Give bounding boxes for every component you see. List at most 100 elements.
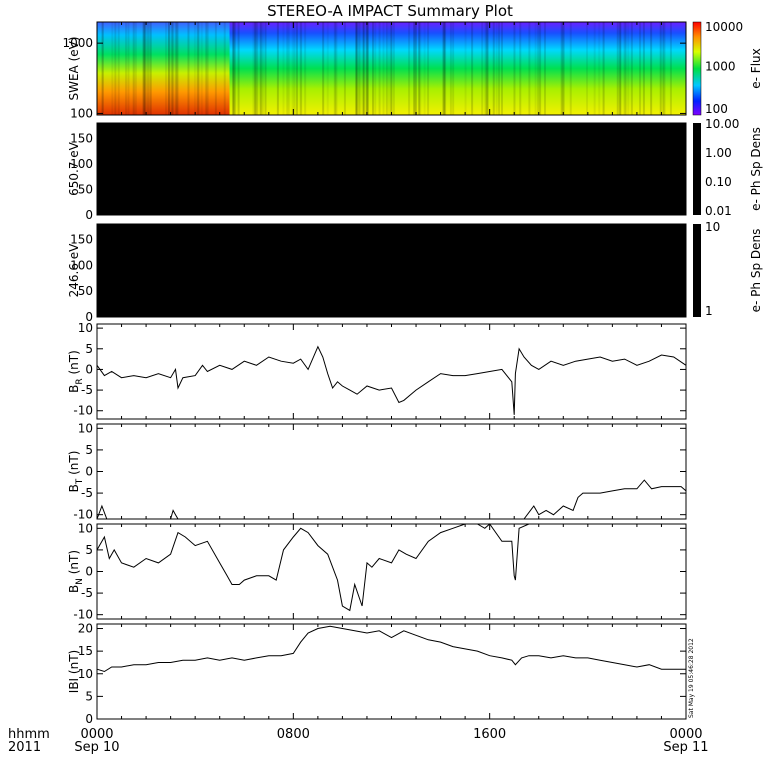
spectrogram-striation xyxy=(650,22,653,115)
spectrogram-striation xyxy=(362,22,365,115)
panel-frame-br xyxy=(96,323,687,420)
spectrogram-striation xyxy=(304,22,307,115)
spectrogram-striation xyxy=(200,22,203,115)
spectrogram-striation xyxy=(165,22,168,115)
y-tick-label-bn: -5 xyxy=(81,586,93,600)
y-tick-label-bn: -10 xyxy=(73,608,93,622)
spectrogram-striation xyxy=(175,22,178,115)
y-axis-label-br: BR (nT) xyxy=(67,350,85,393)
y-tick-label-pad650: 50 xyxy=(78,182,93,196)
colorbar-label-pad650: e- Ph Sp Dens xyxy=(749,127,763,211)
spectrogram-striation xyxy=(374,22,377,115)
spectrogram-hot-band xyxy=(97,22,230,115)
spectrogram-striation xyxy=(205,22,208,115)
panel-frame-bmag xyxy=(96,623,687,720)
spectrogram-striation xyxy=(187,22,190,115)
y-tick-label-bmag: 15 xyxy=(78,644,93,658)
spectrogram-striation xyxy=(593,22,596,115)
spectrogram-striation xyxy=(562,22,565,115)
colorbar-label-swea: e- Flux xyxy=(749,48,763,88)
spectrogram-striation xyxy=(464,22,467,115)
y-tick-label-pad246: 50 xyxy=(78,284,93,298)
panel-frame-bt xyxy=(96,423,687,520)
spectrogram-striation xyxy=(598,22,601,115)
y-tick-label-pad650: 150 xyxy=(70,131,93,145)
spectrogram-striation xyxy=(484,22,487,115)
spectrogram-striation xyxy=(602,22,605,115)
spectrogram-striation xyxy=(500,22,503,115)
colorbar-tick-label-pad650: 0.10 xyxy=(705,175,732,189)
spectrogram-striation xyxy=(356,22,359,115)
spectrogram-striation xyxy=(134,22,137,115)
colorbar-tick-label-swea: 1000 xyxy=(705,60,736,74)
spectrogram-striation xyxy=(355,22,358,115)
spectrogram-striation xyxy=(234,22,237,115)
spectrogram-striation xyxy=(492,22,495,115)
colorbar-tick-label-pad246: 10 xyxy=(705,220,720,234)
spectrogram-striation xyxy=(486,22,489,115)
spectrogram-striation xyxy=(630,22,633,115)
y-tick-label-bmag: 0 xyxy=(85,712,93,726)
spectrogram-striation xyxy=(256,22,259,115)
spectrogram-striation xyxy=(443,22,446,115)
y-axis-label-bt: BT (nT) xyxy=(67,451,85,493)
y-tick-label-bmag: 10 xyxy=(78,667,93,681)
spectrogram-striation xyxy=(147,22,150,115)
spectrogram-striation xyxy=(562,22,565,115)
spectrogram-striation xyxy=(528,22,531,115)
spectrogram-striation xyxy=(659,22,662,115)
spectrogram-striation xyxy=(539,22,542,115)
y-tick-label-bt: 0 xyxy=(85,465,93,479)
y-tick-label-pad650: 100 xyxy=(70,157,93,171)
spectrogram-striation xyxy=(586,22,589,115)
spectrogram-striation xyxy=(382,22,385,115)
y-tick-label-br: 10 xyxy=(78,321,93,335)
x-tick-date: Sep 11 xyxy=(663,740,708,755)
spectrogram-striation xyxy=(170,22,173,115)
spectrogram-striation xyxy=(471,22,474,115)
spectrogram-striation xyxy=(569,22,572,115)
y-tick-label-br: -5 xyxy=(81,383,93,397)
spectrogram-striation xyxy=(372,22,375,115)
spectrogram-striation xyxy=(286,22,289,115)
colorbar-tick-label-pad650: 0.01 xyxy=(705,204,732,218)
spectrogram-striation xyxy=(145,22,148,115)
spectrogram-striation xyxy=(142,22,145,115)
colorbar-pad650 xyxy=(693,123,701,215)
y-tick-label-bmag: 20 xyxy=(78,622,93,636)
colorbar-swea xyxy=(692,21,702,116)
spectrogram-striation xyxy=(390,22,393,115)
spectrogram-striation xyxy=(659,22,662,115)
spectrogram-striation xyxy=(149,22,152,115)
spectrogram-striation xyxy=(168,22,171,115)
spectrogram-striation xyxy=(237,22,240,115)
spectrogram-striation xyxy=(662,22,665,115)
y-tick-label-bt: -5 xyxy=(81,486,93,500)
spectrogram-striation xyxy=(627,22,630,115)
spectrogram-striation xyxy=(145,22,148,115)
y-tick-label-bt: 10 xyxy=(78,421,93,435)
spectrogram-striation xyxy=(322,22,325,115)
colorbar-tick-label-swea: 100 xyxy=(705,102,728,116)
spectrogram-striation xyxy=(101,22,104,115)
spectrogram-striation xyxy=(214,22,217,115)
y-tick-label-swea: 100 xyxy=(70,106,93,120)
spectrogram-striation xyxy=(326,22,329,115)
spectrogram-striation xyxy=(362,22,365,115)
spectrogram-striation xyxy=(444,22,447,115)
y-axis-label-pad650: 650.7 eV xyxy=(67,141,81,196)
colorbar-tick-label-pad246: 1 xyxy=(705,304,713,318)
y-tick-label-pad650: 0 xyxy=(85,208,93,222)
spectrogram-striation xyxy=(259,22,262,115)
spectrogram-striation xyxy=(171,22,174,115)
spectrogram-striation xyxy=(537,22,540,115)
y-tick-label-bmag: 5 xyxy=(85,689,93,703)
spectrogram-striation xyxy=(197,22,200,115)
image-pad650 xyxy=(97,123,686,215)
spectrogram-striation xyxy=(616,22,619,115)
x-tick-label: 0000 xyxy=(80,727,113,742)
spectrogram-striation xyxy=(335,22,338,115)
spectrogram-striation xyxy=(639,22,642,115)
spectrogram-striation xyxy=(385,22,388,115)
